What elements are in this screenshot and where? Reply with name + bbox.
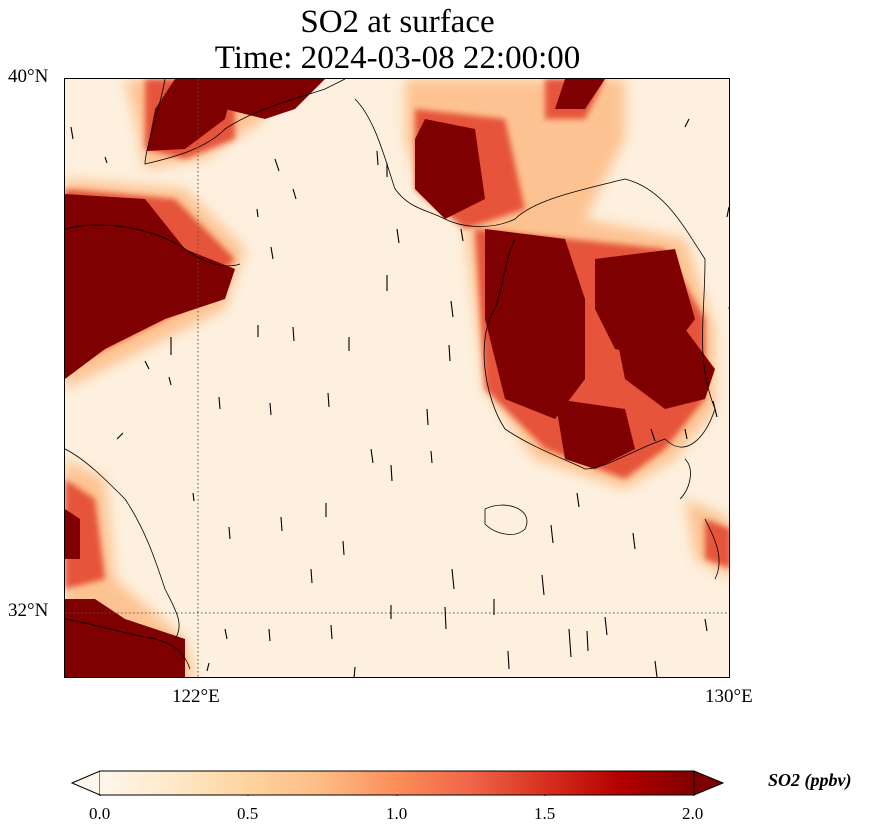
- lat-tick-40n: 40°N: [8, 66, 49, 87]
- so2-field-map: [65, 79, 729, 677]
- map-subtitle-time: Time: 2024-03-08 22:00:00: [214, 40, 581, 76]
- gridlines: [65, 79, 729, 677]
- colorbar-tick-1: 1.0: [386, 804, 408, 823]
- lat-tick-32n: 32°N: [8, 600, 49, 621]
- wind-vectors: [70, 118, 729, 677]
- colorbar-gradient: [100, 771, 694, 795]
- map-title: SO2 at surface: [300, 4, 495, 40]
- colorbar-tick-0: 0.0: [89, 804, 111, 823]
- so2-high: [65, 79, 715, 677]
- colorbar-extend-max: [693, 770, 725, 796]
- colorbar-tick-0-5: 0.5: [237, 804, 259, 823]
- map-panel: [64, 78, 730, 678]
- colorbar-extend-min: [70, 770, 101, 796]
- colorbar-tick-1-5: 1.5: [534, 804, 556, 823]
- lon-tick-122e: 122°E: [172, 686, 220, 707]
- colorbar: [70, 770, 725, 796]
- colorbar-tick-2: 2.0: [682, 804, 704, 823]
- coastlines: [65, 79, 720, 670]
- lon-tick-130e: 130°E: [705, 686, 753, 707]
- colorbar-tick-marks: [99, 795, 695, 796]
- colorbar-label: SO2 (ppbv): [768, 770, 852, 790]
